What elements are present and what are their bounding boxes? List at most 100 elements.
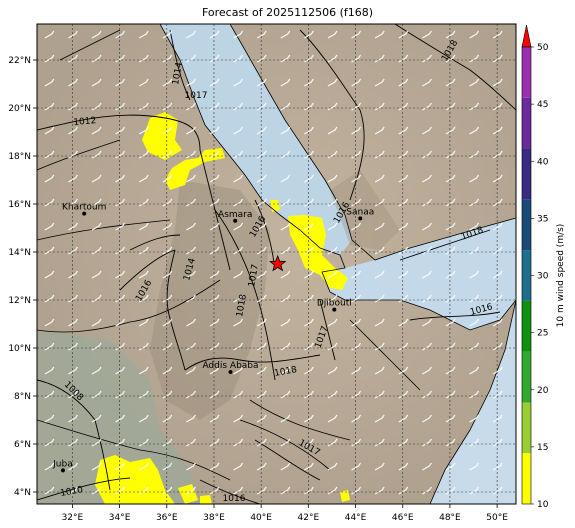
wind-barb xyxy=(327,174,338,183)
wind-barb xyxy=(256,342,267,351)
wind-barb xyxy=(492,126,503,135)
wind-barb xyxy=(162,102,173,111)
wind-barb xyxy=(209,222,220,231)
wind-barb xyxy=(68,198,78,207)
wind-barb xyxy=(68,150,78,159)
wind-barb xyxy=(351,294,362,303)
wind-barb xyxy=(304,102,314,111)
wind-barb xyxy=(115,30,126,39)
y-tick-label: 20°N xyxy=(8,104,31,114)
wind-barb xyxy=(233,222,244,231)
wind-barb xyxy=(256,438,267,447)
wind-barb xyxy=(138,318,149,327)
wind-barb xyxy=(398,318,409,327)
wind-barb xyxy=(256,462,267,471)
wind-barb xyxy=(445,126,456,135)
wind-barb xyxy=(422,174,432,183)
wind-barb xyxy=(209,342,220,351)
wind-barb xyxy=(138,294,149,303)
wind-barb xyxy=(304,462,314,471)
wind-barb xyxy=(469,342,480,351)
wind-barb xyxy=(233,366,244,375)
colorbar: 10 15 20 25 30 35 40 45 50 10 m wind speed (m/s) xyxy=(521,24,566,510)
wind-barb xyxy=(138,462,149,471)
wind-barb xyxy=(138,78,149,87)
wind-barb xyxy=(115,102,126,111)
wind-barb xyxy=(469,222,480,231)
lowland-shading xyxy=(37,330,200,504)
wind-barb xyxy=(445,342,456,351)
city-dot xyxy=(82,211,87,216)
wind-barb xyxy=(469,150,480,159)
wind-barb xyxy=(374,318,385,327)
wind-barb xyxy=(492,486,503,495)
wind-barb xyxy=(327,366,338,375)
wind-barb xyxy=(304,54,314,63)
wind-barb xyxy=(492,318,503,327)
wind-barb xyxy=(256,150,267,159)
wind-barb xyxy=(115,54,126,63)
wind-barb xyxy=(445,174,456,183)
wind-barb xyxy=(209,438,220,447)
colorbar-extend-triangle xyxy=(521,24,532,48)
wind-barb xyxy=(398,342,409,351)
wind-barb xyxy=(68,126,78,135)
wind-barb xyxy=(68,438,78,447)
wind-barb xyxy=(422,126,432,135)
wind-barb xyxy=(209,54,220,63)
wind-barb xyxy=(469,126,480,135)
wind-barb xyxy=(44,294,55,303)
wind-barb xyxy=(327,102,338,111)
wind-barb xyxy=(280,78,291,87)
colorbar-segment xyxy=(522,148,531,200)
wind-barb xyxy=(469,198,480,207)
wind-barb xyxy=(351,318,362,327)
wind-barb xyxy=(280,390,291,399)
wind-barb xyxy=(68,294,78,303)
wind-barb xyxy=(304,366,314,375)
wind-barb xyxy=(256,318,267,327)
wind-barb xyxy=(209,486,220,495)
wind-barb xyxy=(186,102,196,111)
wind-barb xyxy=(91,318,102,327)
wind-barb xyxy=(162,270,173,279)
wind-barb xyxy=(256,126,267,135)
wind-barb xyxy=(186,54,196,63)
wind-barb xyxy=(280,486,291,495)
wind-barb xyxy=(398,246,409,255)
wind-barb xyxy=(374,102,385,111)
wind-barb xyxy=(68,78,78,87)
wind-barb xyxy=(233,342,244,351)
wind-barb xyxy=(115,270,126,279)
y-tick-label: 6°N xyxy=(14,440,31,450)
wind-barb xyxy=(492,222,503,231)
wind-barb xyxy=(422,414,432,423)
wind-barb xyxy=(186,126,196,135)
wind-barb xyxy=(469,30,480,39)
wind-barb xyxy=(138,486,149,495)
wind-barb xyxy=(351,414,362,423)
wind-barb xyxy=(280,174,291,183)
wind-barb xyxy=(233,414,244,423)
wind-barb xyxy=(162,294,173,303)
city-dot xyxy=(332,307,337,312)
wind-barb xyxy=(115,366,126,375)
wind-barb xyxy=(186,198,196,207)
wind-barb xyxy=(44,414,55,423)
wind-barb xyxy=(327,246,338,255)
wind-barb xyxy=(91,390,102,399)
wind-barb xyxy=(327,438,338,447)
x-tick-label: 44°E xyxy=(345,513,367,523)
wind-barb xyxy=(138,414,149,423)
isobar-label: 1017 xyxy=(247,264,261,288)
wind-barb xyxy=(492,102,503,111)
wind-barb xyxy=(68,318,78,327)
wind-barb xyxy=(162,150,173,159)
wind-barb xyxy=(256,486,267,495)
wind-barb xyxy=(374,30,385,39)
wind-barb xyxy=(44,246,55,255)
wind-barb xyxy=(256,222,267,231)
wind-barb xyxy=(115,390,126,399)
wind-barb xyxy=(186,30,196,39)
wind-barb xyxy=(374,486,385,495)
